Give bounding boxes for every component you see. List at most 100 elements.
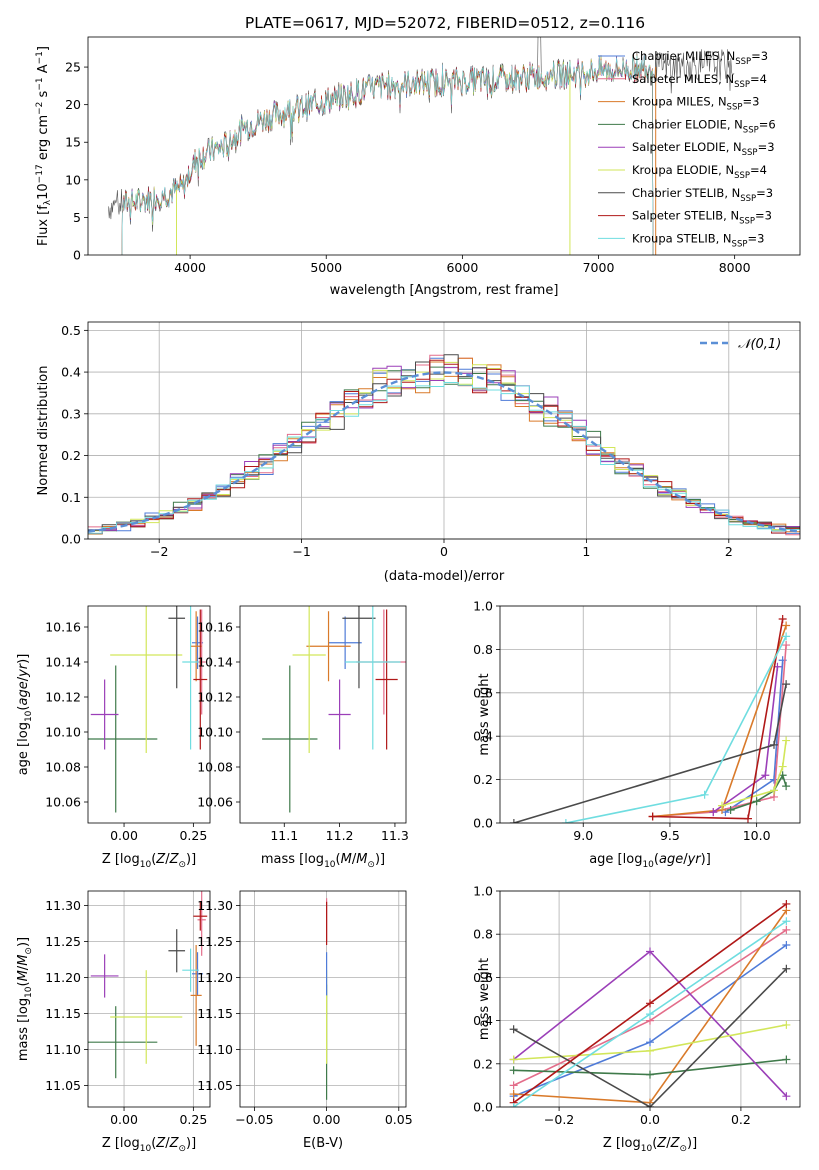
x-axis-label: Z [log10(Z/Z⊙)] [603,1136,697,1154]
y-tick-label: 0.0 [61,532,81,547]
weight-marker-salp_elodie [709,808,718,817]
legend-label-krou_stelib-part: SSP [732,239,748,249]
x-axis-label: Z [log10(Z/Z⊙)] [102,852,196,870]
y-axis-label: Flux [fλ10−17 erg cm−2 s−1 A−1] [35,46,53,246]
x-axis-label-part: age [659,852,683,867]
y-axis-label-part: yr [16,662,31,678]
y-axis-label-part: )] [16,654,31,664]
y-axis-label-part: s [36,90,51,101]
axes-frame [499,605,801,824]
age-vs-mass-panel: 11.1 11.2 11.3 10.06 10.08 10.10 10.12 10.14 10.… [197,605,409,870]
weight-marker-chab_stelib [769,740,778,749]
weight-line-salp_stelib [652,618,784,820]
y-axis-label-part: λ [43,199,53,205]
y-tick-label: 25 [65,60,81,75]
y-axis-label: mass [log10(M/M⊙)] [16,937,34,1061]
weight-marker-krou_stelib [509,1103,518,1107]
y-tick-label: 10.14 [45,655,81,670]
weight-marker-salp_miles [782,925,791,934]
weight-marker-chab_elodie [782,1055,791,1064]
weight-marker-chab_stelib [509,819,518,823]
legend-label-krou_stelib: Kroupa STELIB, NSSP=3 [632,231,764,249]
x-axis-label-part: )] [186,852,196,867]
legend-label-chab_miles-part: Chabrier MILES, N [632,49,735,63]
y-tick-label: 11.05 [197,1078,233,1093]
y-tick-label: 0.5 [61,323,81,338]
y-tick-label: 10.12 [197,690,233,705]
y-tick-label: 10.08 [45,760,81,775]
x-axis-label: (data-model)/error [384,569,505,584]
y-tick-label: 11.15 [45,1006,81,1021]
y-axis-label-part: / [16,965,31,970]
weight-line-chab_stelib [513,683,787,823]
x-axis-label: E(B-V) [303,1136,343,1151]
x-tick-label: 8000 [719,260,751,275]
x-tick-label: 4000 [174,260,206,275]
weight-marker-salp_miles [782,641,791,650]
weight-line-chab_stelib [513,968,787,1107]
weight-marker-chab_stelib [782,680,791,689]
legend-label-krou_stelib-part: =3 [747,231,764,245]
y-tick-label: 11.25 [45,934,81,949]
plot-area [262,606,406,813]
y-tick-label: 10.06 [45,795,81,810]
weight-marker-chab_elodie [726,805,735,814]
y-tick-label: 0.3 [61,406,81,421]
weight-marker-chab_stelib [509,1025,518,1034]
y-tick-label: 0.6 [473,685,493,700]
legend-label-krou_elodie-part: Kroupa ELODIE, N [632,163,734,177]
legend-label-chab_elodie-part: Chabrier ELODIE, N [632,117,743,131]
y-tick-label: 0.2 [473,772,493,787]
legend-label-krou_elodie-part: SSP [734,171,750,181]
y-axis-label-part: M [16,970,31,981]
legend-label-krou_miles-part: =3 [742,95,759,109]
legend-label-salp_stelib-part: Salpeter STELIB, N [632,209,739,223]
x-axis-label-part: Z [log [102,852,140,867]
weight-marker-salp_stelib [648,812,657,821]
x-tick-label: 11.1 [270,828,298,843]
y-tick-label: 0.2 [61,448,81,463]
x-tick-label: 0.2 [731,1112,751,1127]
x-axis-label-part: M [356,852,367,867]
legend-label-chab_elodie-part: SSP [743,125,759,135]
legend-label-salp_elodie: Salpeter ELODIE, NSSP=3 [632,140,775,158]
legend-label-salp_miles-part: SSP [734,80,750,90]
y-axis-label-part: ] [36,46,51,51]
figure-title: PLATE=0617, MJD=52072, FIBERID=0512, z=0… [245,14,645,32]
legend-label-salp_stelib-part: =3 [755,209,772,223]
weight-marker-chab_elodie [782,782,791,791]
x-axis-label-part: Z [155,852,166,867]
x-axis-label-part: ( [652,1136,657,1151]
weight-marker-krou_stelib [782,917,791,926]
y-tick-label: 11.25 [197,934,233,949]
mass-weight-vs-metallicity-panel: −0.2 0.0 0.20.00.20.40.60.81.0Z [log10(Z/Z… [473,884,801,1154]
legend-label-chab_elodie-part: =6 [759,117,776,131]
y-axis-label-part: Flux [f [36,205,51,246]
weight-marker-chab_elodie [646,1070,654,1079]
residual-histogram-panel: −2 −1 0 1 2 0.0 0.1 0.2 0.3 0.4 0.5 𝒩(0,1) (data-mod… [36,321,801,584]
weight-marker-krou_elodie [769,786,778,795]
y-tick-label: 11.20 [45,970,81,985]
x-tick-label: −0.05 [235,1112,273,1127]
y-tick-label: 0.0 [473,1100,493,1115]
x-axis-label-part: Z [log [603,1136,641,1151]
legend-label-salp_elodie-part: =3 [758,140,775,154]
y-axis-label-part: −17 [35,164,45,183]
legend-label-chab_stelib-part: SSP [740,194,756,204]
y-axis-label-part: ( [16,981,31,986]
legend-label-salp_miles-part: Salpeter MILES, N [632,72,734,86]
x-axis-label-part: Z [670,1136,681,1151]
y-tick-label: 1.0 [473,884,493,899]
x-axis-label-part: )] [687,1136,697,1151]
y-axis-label: Normed distribution [36,366,51,496]
weight-marker-chab_elodie [509,1066,518,1075]
y-axis-label: mass weight [477,958,492,1040]
legend-label-salp_elodie-part: SSP [742,148,758,158]
y-axis-label-part: age [log [16,722,31,775]
x-axis-label-part: ( [336,852,341,867]
y-tick-label: 10.10 [197,725,233,740]
x-tick-label: 0.05 [385,1112,413,1127]
x-axis-label-part: Z [155,1136,166,1151]
weight-line-salp_miles [652,645,787,818]
